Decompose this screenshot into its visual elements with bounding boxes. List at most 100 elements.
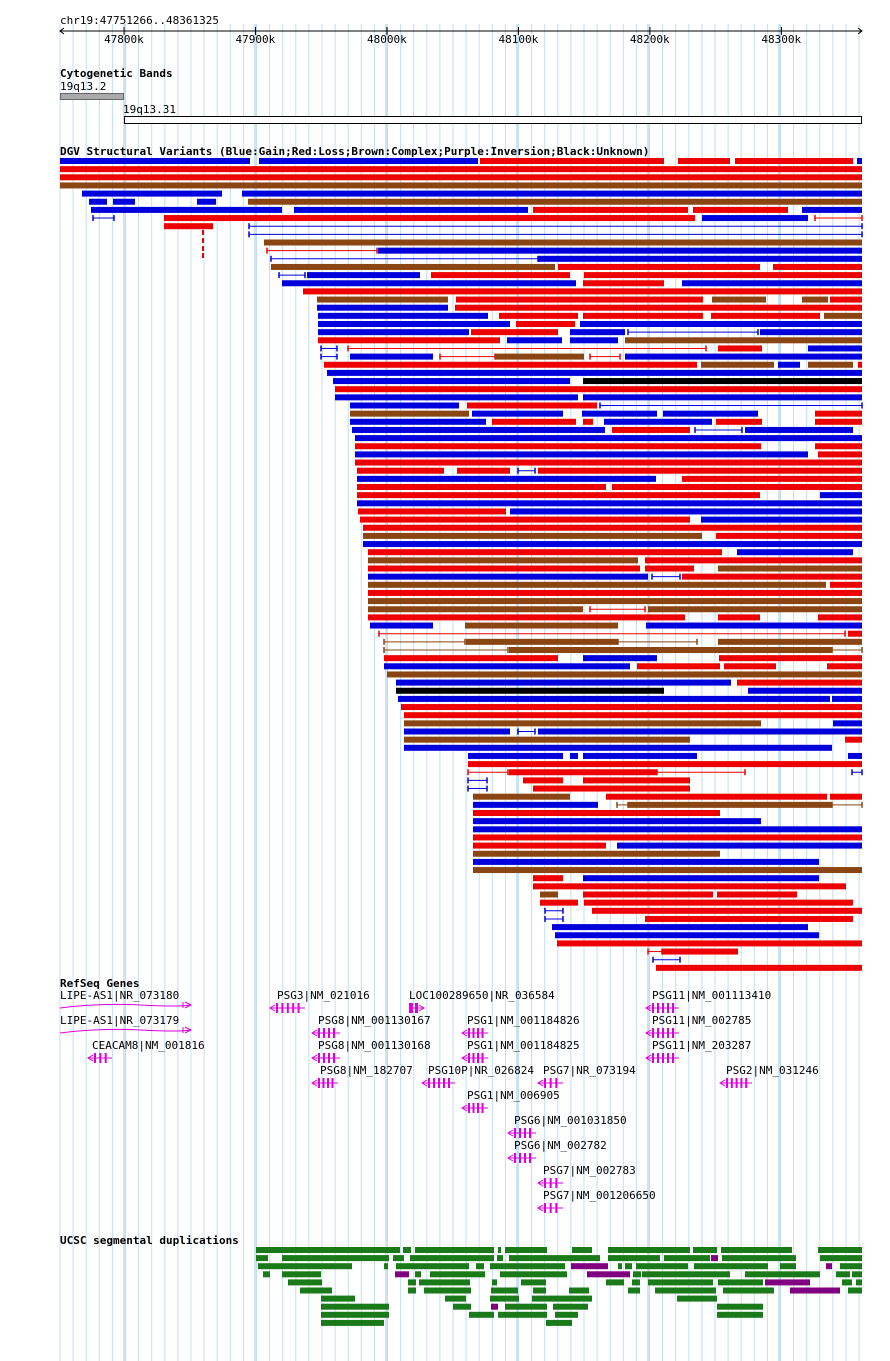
- cytobands-track-title[interactable]: Cytogenetic Bands: [60, 67, 173, 80]
- refseq-gene-label[interactable]: PSG1|NM_001184826: [467, 1014, 580, 1027]
- ruler-tick-label: 48000k: [366, 33, 407, 46]
- dgv-variant: [318, 337, 500, 344]
- refseq-gene-label[interactable]: PSG8|NM_182707: [320, 1064, 413, 1077]
- segdup-feature: [606, 1279, 624, 1286]
- segdup-feature: [608, 1247, 690, 1253]
- refseq-gene-label[interactable]: PSG7|NR_073194: [543, 1064, 636, 1077]
- dgv-variant-span: [656, 769, 746, 776]
- segdup-feature: [476, 1263, 484, 1270]
- segdup-feature: [453, 1303, 471, 1310]
- locus-label: chr19:47751266..48361325: [60, 14, 219, 27]
- dgv-variant: [82, 190, 222, 197]
- refseq-gene-label[interactable]: PSG2|NM_031246: [726, 1064, 819, 1077]
- dgv-variant: [282, 280, 576, 287]
- dgv-variant: [164, 215, 695, 222]
- ruler-tick-label: 48300k: [761, 33, 802, 46]
- dgv-variant-span: [651, 573, 681, 580]
- dgv-variant: [645, 565, 694, 572]
- dgv-variant: [324, 361, 697, 368]
- dgv-variant: [350, 418, 486, 425]
- dgv-variant: [398, 695, 830, 702]
- dgv-variant: [737, 679, 862, 686]
- refseq-gene-label[interactable]: PSG6|NM_001031850: [514, 1114, 627, 1127]
- refseq-gene-label[interactable]: PSG8|NM_001130167: [318, 1014, 431, 1027]
- segdup-feature: [856, 1279, 862, 1286]
- dgv-variant: [404, 728, 510, 735]
- segdups-track-title[interactable]: UCSC segmental duplications: [60, 1234, 239, 1247]
- dgv-variant: [833, 720, 862, 727]
- segdup-feature: [711, 1255, 718, 1262]
- segdup-feature: [790, 1287, 840, 1294]
- refseq-gene-label[interactable]: PSG11|NM_203287: [652, 1039, 752, 1052]
- refseq-gene-label[interactable]: LIPE-AS1|NR_073180: [60, 989, 180, 1002]
- refseq-gene-label[interactable]: PSG7|NM_001206650: [543, 1189, 656, 1202]
- refseq-gene-label[interactable]: PSG1|NM_006905: [467, 1089, 560, 1102]
- segdup-feature: [546, 1319, 572, 1326]
- dgv-variant: [808, 345, 862, 352]
- dgv-variant: [357, 500, 862, 507]
- cytoband-19q13-2[interactable]: [60, 93, 124, 100]
- refseq-gene-label[interactable]: LIPE-AS1|NR_073179: [60, 1014, 180, 1027]
- dgv-variant: [656, 964, 862, 971]
- dgv-variant: [317, 296, 448, 303]
- segdup-feature: [424, 1287, 471, 1294]
- dgv-variant: [735, 158, 853, 164]
- dgv-variant: [820, 492, 862, 499]
- refseq-gene-model: [645, 1003, 679, 1013]
- dgv-variant: [583, 378, 862, 385]
- segdup-feature: [415, 1271, 421, 1278]
- refseq-track-title[interactable]: RefSeq Genes: [60, 977, 140, 990]
- refseq-gene-label[interactable]: PSG6|NM_002782: [514, 1139, 607, 1152]
- segdup-feature: [717, 1311, 763, 1318]
- segdup-feature: [408, 1287, 416, 1294]
- segdup-feature: [625, 1263, 632, 1270]
- dgv-variant-span: [694, 426, 743, 433]
- refseq-gene-label[interactable]: LOC100289650|NR_036584: [409, 989, 555, 1002]
- refseq-gene-label[interactable]: PSG7|NM_002783: [543, 1164, 636, 1177]
- refseq-gene-label[interactable]: PSG8|NM_001130168: [318, 1039, 431, 1052]
- dgv-variant: [580, 321, 862, 327]
- dgv-variant: [612, 484, 862, 490]
- segdup-feature: [533, 1287, 546, 1294]
- dgv-variant: [716, 418, 762, 425]
- segdup-feature: [664, 1255, 710, 1262]
- refseq-gene-label[interactable]: PSG11|NM_002785: [652, 1014, 752, 1027]
- dgv-variant: [248, 198, 862, 205]
- dgv-variant-span: [627, 329, 759, 336]
- refseq-gene-label[interactable]: CEACAM8|NM_001816: [92, 1039, 205, 1052]
- dgv-variant: [431, 272, 570, 279]
- dgv-variant: [606, 793, 827, 800]
- refseq-gene-model: [645, 1053, 679, 1063]
- refseq-gene-label[interactable]: PSG11|NM_001113410: [652, 989, 772, 1002]
- dgv-variant: [848, 630, 862, 637]
- segdup-feature: [721, 1247, 792, 1253]
- segdup-feature: [722, 1255, 796, 1262]
- refseq-gene-label[interactable]: PSG1|NM_001184825: [467, 1039, 580, 1052]
- dgv-variant: [471, 329, 558, 336]
- dgv-variant: [60, 158, 250, 164]
- dgv-track-title[interactable]: DGV Structural Variants (Blue:Gain;Red:L…: [60, 145, 650, 158]
- segdup-feature: [393, 1255, 404, 1262]
- refseq-gene-label[interactable]: PSG10P|NR_026824: [428, 1064, 534, 1077]
- segdup-feature: [509, 1255, 600, 1262]
- dgv-variant-span: [320, 353, 338, 360]
- dgv-variant: [387, 671, 862, 678]
- refseq-gene-label[interactable]: PSG3|NM_021016: [277, 989, 370, 1002]
- refseq-gene-model: [409, 1003, 425, 1013]
- dgv-variant: [473, 793, 570, 800]
- dgv-variant: [357, 475, 656, 482]
- segdup-feature: [300, 1287, 332, 1294]
- refseq-gene-model: [537, 1203, 563, 1213]
- segdup-feature: [642, 1271, 730, 1278]
- cytoband-19q13-31[interactable]: [124, 116, 862, 124]
- dgv-variant: [830, 793, 862, 800]
- segdup-feature: [321, 1295, 355, 1302]
- dgv-variant-span: [851, 769, 863, 776]
- dgv-variant: [712, 296, 766, 303]
- refseq-gene-model: [311, 1028, 340, 1038]
- dgv-variant-span: [383, 647, 509, 653]
